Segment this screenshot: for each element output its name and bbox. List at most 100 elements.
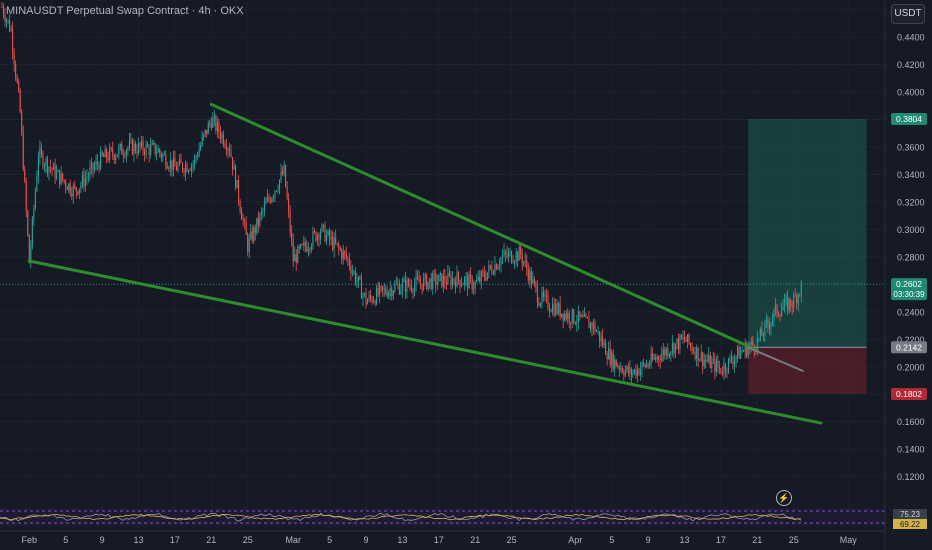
candle-body [285, 164, 287, 187]
candle-body [462, 284, 464, 285]
candle-body [298, 246, 300, 249]
price-label: 0.1802 [896, 389, 922, 399]
candle-body [326, 234, 328, 242]
candle-body [21, 111, 23, 134]
y-tick-label: 0.4000 [897, 88, 925, 98]
y-tick-label: 0.4200 [897, 60, 925, 70]
candle-body [615, 359, 617, 367]
candle-body [115, 156, 117, 160]
candle-body [9, 19, 11, 31]
candle-body [107, 157, 109, 160]
candle-body [272, 196, 275, 198]
candle-body [147, 144, 149, 147]
candle-body [165, 154, 167, 167]
candle-body [433, 273, 435, 275]
x-tick-label: 25 [507, 535, 517, 545]
candle-body [259, 214, 261, 225]
candle-body [570, 322, 572, 324]
candle-body [556, 303, 558, 314]
candle-body [688, 334, 690, 344]
candle-body [401, 281, 403, 290]
candle-body [683, 337, 686, 340]
candle-body [200, 145, 202, 150]
candle-body [283, 164, 285, 175]
candle-body [253, 227, 255, 241]
candle-body [517, 252, 519, 261]
currency-button[interactable]: USDT [891, 4, 925, 24]
flash-icon[interactable]: ⚡ [776, 490, 792, 506]
y-tick-label: 0.3000 [897, 225, 925, 235]
candle-body [488, 265, 490, 273]
candle-body [216, 121, 218, 131]
candle-body [195, 156, 197, 158]
price-axis: 0.46000.44000.42000.40000.38000.36000.34… [884, 0, 925, 550]
x-tick-label: 21 [470, 535, 480, 545]
candle-body [673, 343, 675, 354]
candle-body [735, 356, 737, 360]
candle-body [13, 51, 15, 64]
candle-body [470, 274, 472, 278]
candle-body [415, 276, 417, 285]
x-tick-label: May [840, 535, 858, 545]
candle-body [520, 247, 522, 255]
candle-body [197, 156, 199, 158]
candle-body [589, 322, 591, 329]
candle-body [366, 300, 369, 305]
candle-body [709, 355, 711, 369]
candle-body [564, 313, 566, 321]
candle-body [391, 288, 393, 296]
candle-body [738, 347, 740, 359]
candle-body [652, 353, 654, 360]
candle-body [133, 143, 135, 155]
candle-body [103, 155, 105, 157]
candle-body [509, 251, 511, 253]
candle-body [799, 294, 801, 296]
candle-body [212, 118, 214, 128]
candle-body [606, 354, 608, 360]
candle-body [421, 283, 423, 290]
candle-body [150, 144, 152, 155]
candle-body [315, 231, 317, 241]
price-label-bg [891, 278, 927, 301]
candle-body [386, 293, 388, 297]
candle-body [4, 14, 6, 22]
candle-body [605, 342, 607, 355]
candle-body [142, 140, 144, 152]
candle-body [691, 345, 693, 351]
y-tick-label: 0.2800 [897, 252, 925, 262]
candle-body [796, 295, 798, 304]
candle-body [265, 201, 267, 204]
candle-body [553, 304, 555, 316]
candle-body [89, 167, 91, 176]
candle-body [700, 352, 702, 360]
candle-body [457, 272, 460, 280]
candle-body [744, 343, 746, 352]
candle-body [101, 151, 103, 156]
trendlines [27, 102, 823, 425]
candle-body [57, 170, 59, 172]
candle-body [248, 238, 250, 252]
candle-body [218, 121, 220, 133]
candle-body [198, 149, 200, 157]
candle-body [98, 164, 100, 170]
candle-body [269, 199, 271, 203]
candle-body [550, 310, 552, 312]
candle-body [784, 299, 786, 307]
candle-body [521, 254, 523, 263]
y-tick-label: 0.4400 [897, 33, 925, 43]
candle-body [529, 271, 531, 281]
candle-body [353, 271, 355, 273]
candle-body [225, 146, 227, 151]
candle-body [119, 144, 121, 148]
candle-body [585, 314, 587, 317]
candle-body [209, 123, 211, 124]
candle-body [137, 143, 140, 154]
candle-body [30, 245, 32, 264]
price-label-bg [891, 112, 927, 125]
candle-body [277, 189, 279, 191]
candle-body [494, 264, 496, 274]
x-tick-label: 17 [716, 535, 726, 545]
candle-body [403, 279, 405, 282]
candle-body [447, 272, 449, 284]
